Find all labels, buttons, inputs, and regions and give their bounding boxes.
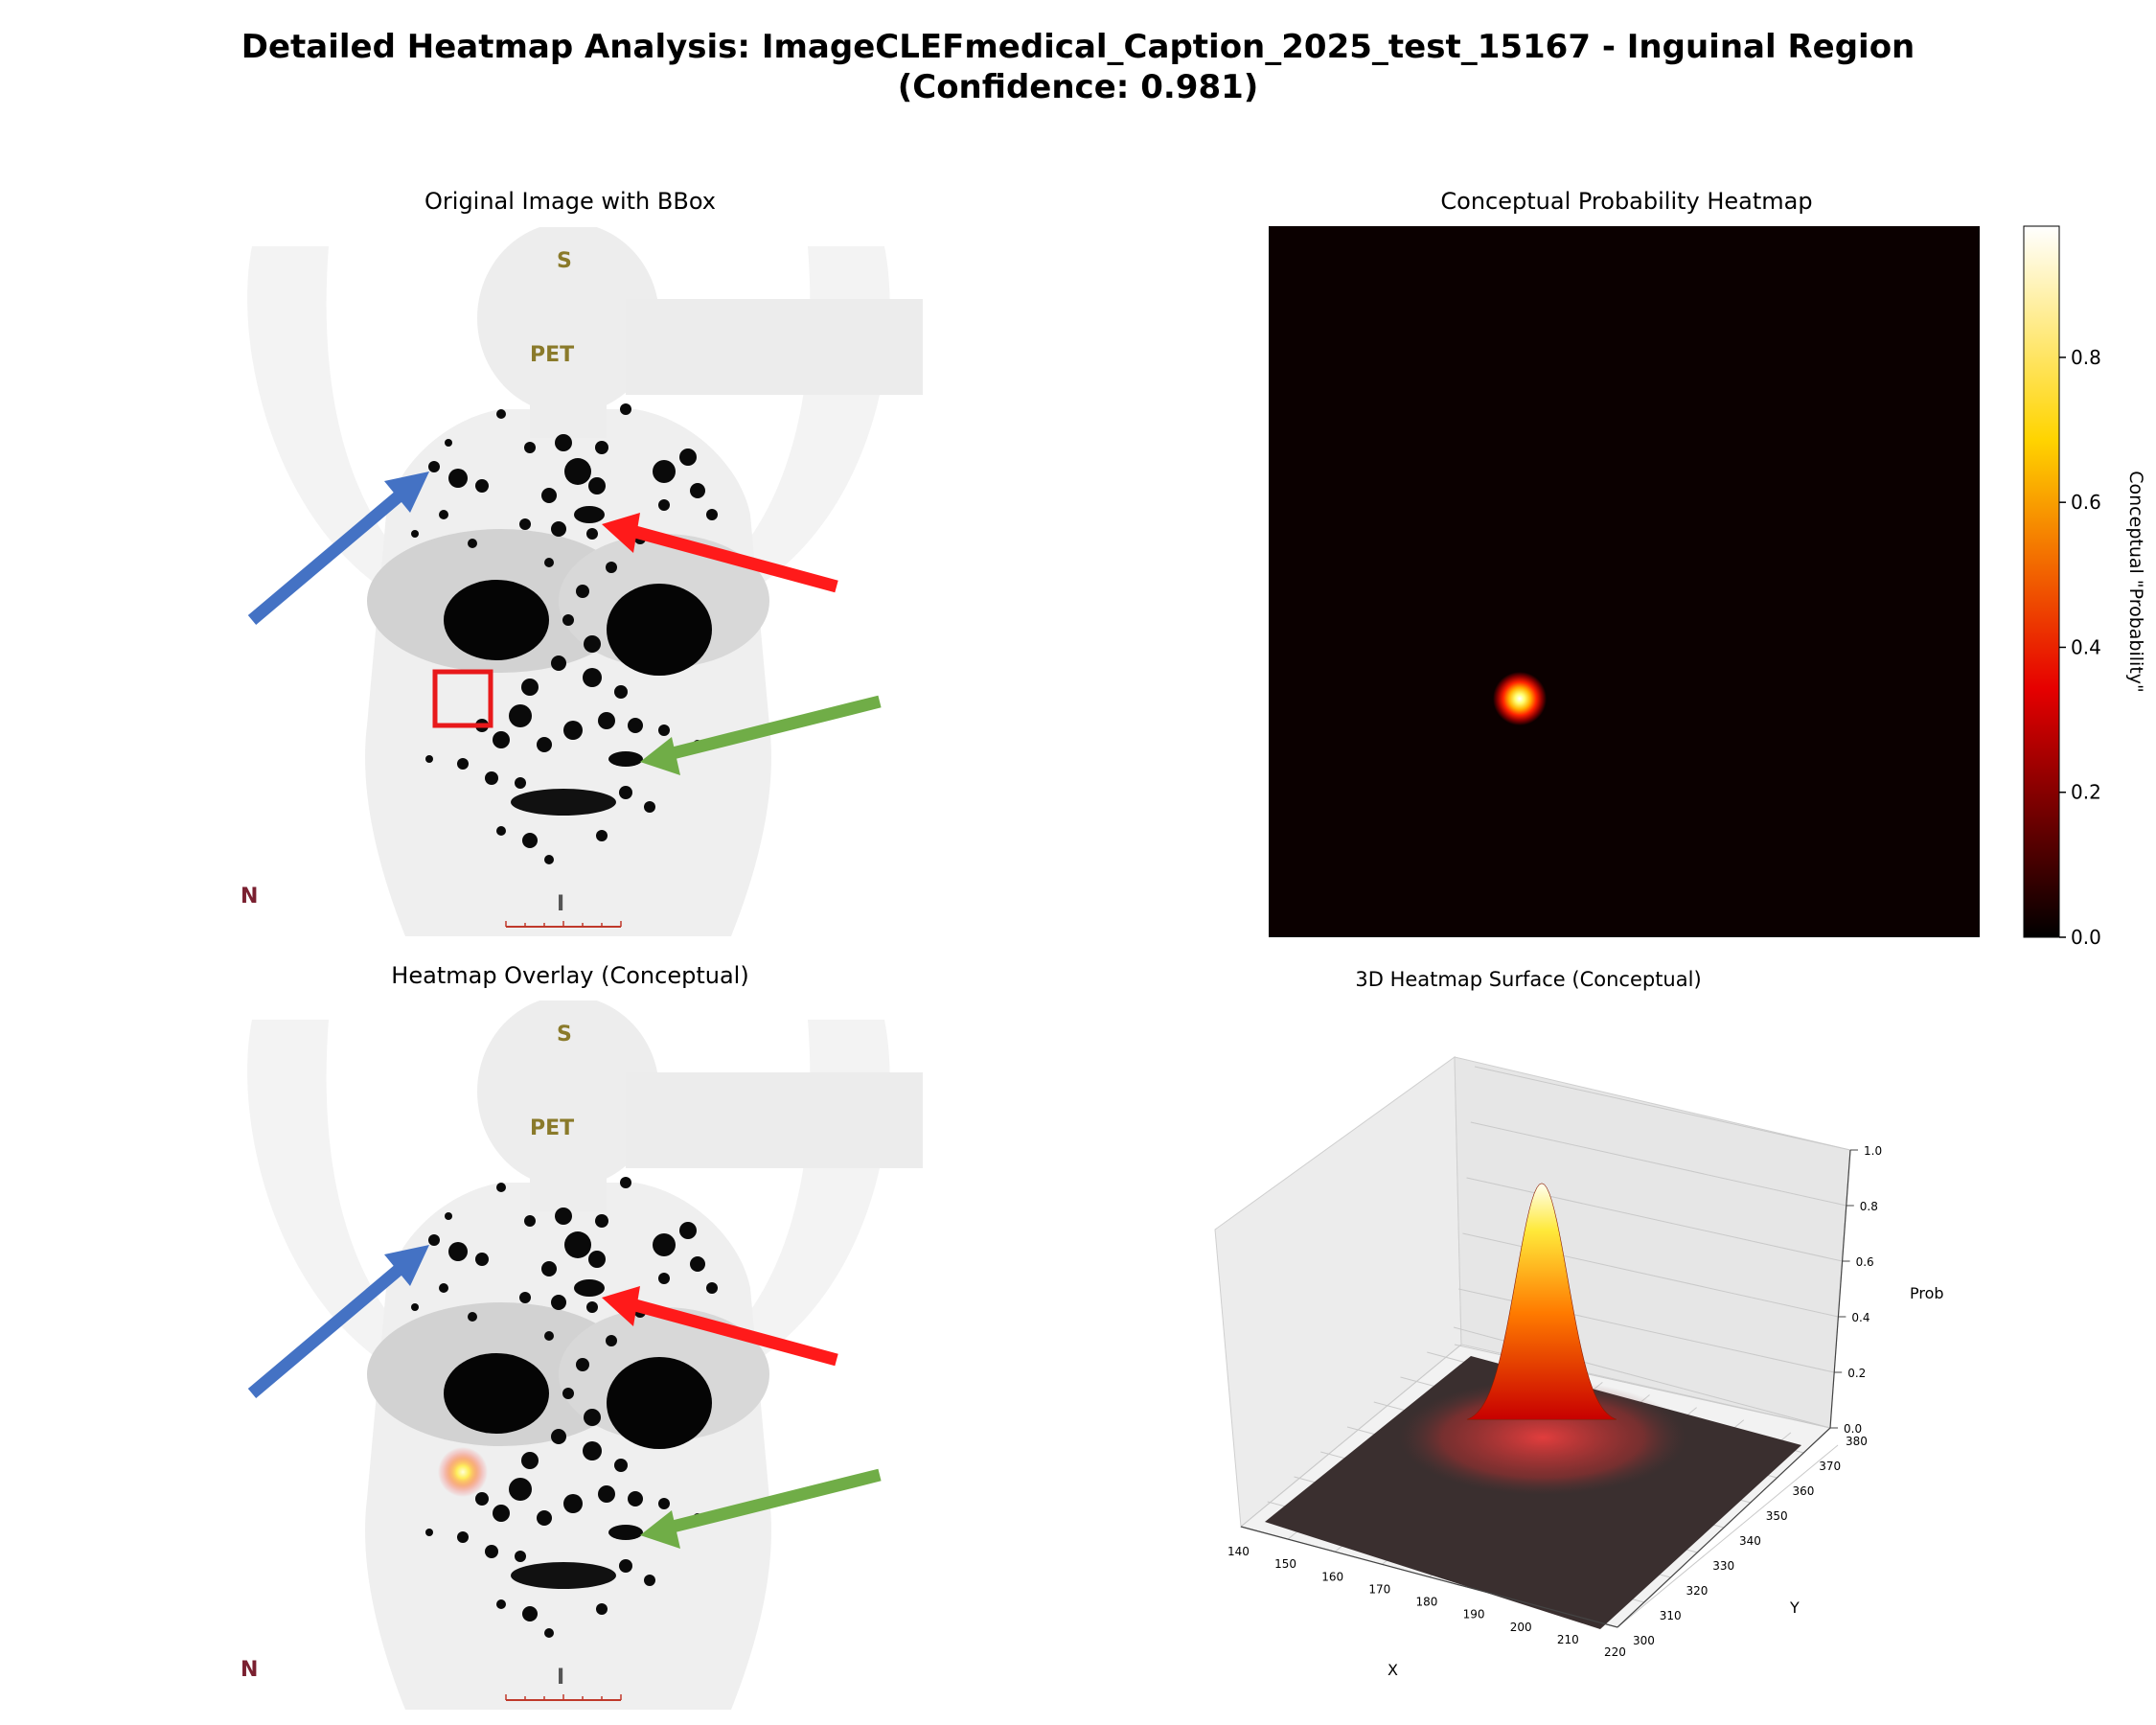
grid-line-z [1474, 1066, 1851, 1151]
x-tick-label: 150 [1274, 1557, 1296, 1571]
surface-zlabel: Prob [1910, 1284, 1944, 1302]
figure-title: Detailed Heatmap Analysis: ImageCLEFmedi… [0, 27, 2156, 107]
y-tick-label: 350 [1766, 1509, 1788, 1523]
z-tick-label: 1.0 [1864, 1144, 1882, 1158]
colorbar-tick-label: 0.2 [2071, 781, 2101, 804]
y-tick-label: 380 [1846, 1435, 1868, 1448]
heatmap-peak [1493, 672, 1547, 725]
y-tick-label: 340 [1739, 1534, 1761, 1548]
colorbar-tick-label: 0.6 [2071, 491, 2101, 514]
x-tick-label: 210 [1557, 1633, 1579, 1646]
grid-line-z [1470, 1121, 1846, 1207]
x-tick-label: 190 [1463, 1608, 1485, 1622]
overlay-hotspot [438, 1447, 488, 1497]
heatmap-chart: 0.0 0.2 0.4 0.6 0.8 Conceptual "Probability" [1269, 225, 2146, 949]
y-tick-label: 310 [1660, 1609, 1682, 1622]
surface-base-glow [1399, 1380, 1686, 1495]
marker-top: S [557, 249, 572, 273]
y-tick-label: 370 [1819, 1460, 1841, 1473]
grid-line-x [1240, 1344, 1462, 1528]
z-tick-label: 0.6 [1856, 1255, 1874, 1269]
x-tick-label: 220 [1604, 1645, 1626, 1659]
x-tick-label: 200 [1510, 1621, 1532, 1634]
y-tick-label: 300 [1633, 1634, 1655, 1647]
z-tick-label: 0.4 [1851, 1311, 1869, 1324]
x-tick-label: 170 [1368, 1582, 1390, 1596]
figure-title-line2: (Confidence: 0.981) [897, 68, 1259, 106]
x-tick-label: 180 [1416, 1596, 1438, 1609]
colorbar-ticks: 0.0 0.2 0.4 0.6 0.8 [2059, 346, 2101, 949]
marker-bottom: I [557, 892, 564, 916]
marker-scanner: PET [530, 343, 574, 367]
grid-line-z [1466, 1177, 1843, 1262]
y-tick-label: 360 [1793, 1484, 1815, 1498]
overlay-marker-scanner: PET [530, 1116, 574, 1140]
original-image: S PET N I [214, 227, 923, 936]
figure-title-line1: Detailed Heatmap Analysis: ImageCLEFmedi… [241, 28, 1915, 66]
colorbar-label: Conceptual "Probability" [2125, 471, 2146, 693]
overlay-panel-title: Heatmap Overlay (Conceptual) [391, 962, 749, 989]
grid-line-x [1617, 1444, 1839, 1628]
surface-ylabel: Y [1789, 1598, 1800, 1617]
y-tick-label: 330 [1712, 1559, 1734, 1573]
z-tick-label: 0.2 [1847, 1367, 1866, 1380]
heatmap-area [1269, 226, 1980, 937]
colorbar-tick-label: 0.0 [2071, 926, 2101, 949]
marker-left: N [241, 885, 258, 908]
surface-peak [1466, 1183, 1617, 1420]
overlay-marker-bottom: I [557, 1666, 564, 1690]
heatmap-panel-title: Conceptual Probability Heatmap [1440, 188, 1813, 215]
y-tick-label: 320 [1686, 1584, 1709, 1598]
colorbar-tick-label: 0.4 [2071, 635, 2101, 658]
surface-panel-title: 3D Heatmap Surface (Conceptual) [1355, 968, 1702, 991]
bounding-box [432, 669, 493, 728]
overlay-marker-top: S [557, 1023, 572, 1046]
surface-xlabel: X [1388, 1661, 1398, 1679]
z-tick-label: 0.0 [1844, 1422, 1862, 1436]
original-panel-title: Original Image with BBox [424, 188, 716, 215]
colorbar [2023, 225, 2060, 938]
colorbar-tick-label: 0.8 [2071, 346, 2101, 369]
x-tick-label: 160 [1321, 1570, 1343, 1583]
overlay-image: S PET N I [214, 1000, 923, 1710]
z-tick-label: 0.8 [1860, 1200, 1878, 1213]
overlay-marker-left: N [241, 1658, 258, 1682]
x-tick-label: 140 [1227, 1545, 1250, 1558]
